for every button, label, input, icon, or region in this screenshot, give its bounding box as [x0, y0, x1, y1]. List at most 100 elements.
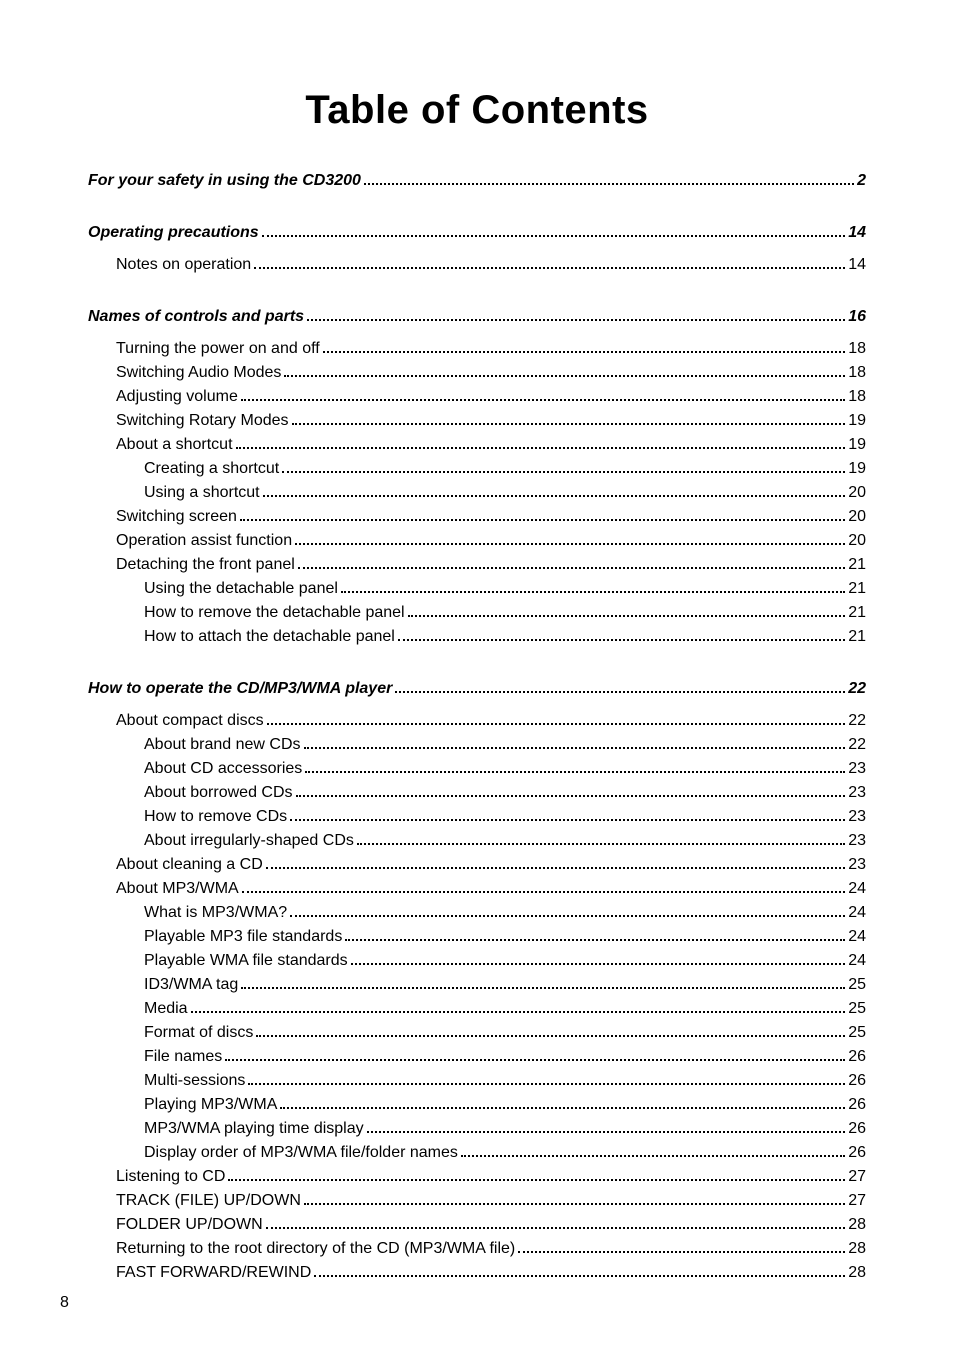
toc-entry[interactable]: File names 26: [144, 1045, 866, 1069]
toc-entry[interactable]: Operation assist function 20: [116, 529, 866, 553]
toc-entry-label: Turning the power on and off: [116, 337, 320, 361]
toc-section-label: How to operate the CD/MP3/WMA player: [88, 677, 392, 701]
toc-entry-label: MP3/WMA playing time display: [144, 1117, 364, 1141]
toc-entry[interactable]: Switching Rotary Modes 19: [116, 409, 866, 433]
toc-entry-page: 19: [848, 457, 866, 481]
toc-entry[interactable]: About CD accessories 23: [144, 757, 866, 781]
toc-entry[interactable]: What is MP3/WMA? 24: [144, 901, 866, 925]
toc-entry[interactable]: Display order of MP3/WMA file/folder nam…: [144, 1141, 866, 1165]
toc-entry-label: About CD accessories: [144, 757, 302, 781]
toc-entry[interactable]: About irregularly-shaped CDs 23: [144, 829, 866, 853]
toc-entry[interactable]: Creating a shortcut 19: [144, 457, 866, 481]
toc-entry[interactable]: Turning the power on and off 18: [116, 337, 866, 361]
toc-entry-page: 26: [848, 1045, 866, 1069]
toc-entry[interactable]: Multi-sessions 26: [144, 1069, 866, 1093]
toc-entry[interactable]: Notes on operation 14: [116, 253, 866, 277]
toc-entry-label: About cleaning a CD: [116, 853, 263, 877]
toc-entry[interactable]: Media 25: [144, 997, 866, 1021]
toc-leader: [280, 1097, 845, 1109]
toc-entry[interactable]: Playable MP3 file standards 24: [144, 925, 866, 949]
toc-entry[interactable]: Format of discs 25: [144, 1021, 866, 1045]
toc-leader: [518, 1241, 845, 1253]
toc-entry[interactable]: Switching screen 20: [116, 505, 866, 529]
toc-entry-page: 23: [848, 757, 866, 781]
toc-entry-page: 22: [848, 733, 866, 757]
toc-entry-page: 27: [848, 1189, 866, 1213]
toc-leader: [351, 953, 846, 965]
toc-entry-page: 14: [848, 253, 866, 277]
toc-leader: [367, 1121, 846, 1133]
toc-entry-page: 26: [848, 1141, 866, 1165]
toc-entry-page: 26: [848, 1117, 866, 1141]
toc-leader: [395, 681, 845, 693]
toc-entry-page: 18: [848, 361, 866, 385]
toc-entry[interactable]: About borrowed CDs 23: [144, 781, 866, 805]
toc-section-heading[interactable]: Operating precautions 14: [88, 221, 866, 245]
toc-entry-page: 25: [848, 1021, 866, 1045]
toc-entry-page: 21: [848, 577, 866, 601]
toc-entry[interactable]: Playable WMA file standards 24: [144, 949, 866, 973]
toc-entry[interactable]: How to remove the detachable panel 21: [144, 601, 866, 625]
toc-entry[interactable]: FAST FORWARD/REWIND 28: [116, 1261, 866, 1285]
toc-entry[interactable]: Playing MP3/WMA 26: [144, 1093, 866, 1117]
toc-entry[interactable]: About brand new CDs 22: [144, 733, 866, 757]
toc-leader: [304, 1193, 845, 1205]
toc-leader: [240, 509, 845, 521]
toc-entry-label: File names: [144, 1045, 222, 1069]
toc-entry-label: How to remove the detachable panel: [144, 601, 405, 625]
toc-leader: [323, 341, 846, 353]
toc-leader: [256, 1025, 845, 1037]
toc-entry[interactable]: Using the detachable panel 21: [144, 577, 866, 601]
toc-entry[interactable]: Adjusting volume 18: [116, 385, 866, 409]
toc-entry-page: 23: [848, 805, 866, 829]
toc-entry[interactable]: MP3/WMA playing time display 26: [144, 1117, 866, 1141]
toc-section-page: 16: [848, 305, 866, 329]
toc-entry[interactable]: How to attach the detachable panel 21: [144, 625, 866, 649]
toc-entry[interactable]: Switching Audio Modes 18: [116, 361, 866, 385]
page-number: 8: [60, 1294, 69, 1312]
toc-entry[interactable]: How to remove CDs 23: [144, 805, 866, 829]
toc-leader: [254, 257, 845, 269]
toc-entry[interactable]: Detaching the front panel 21: [116, 553, 866, 577]
toc-entry-label: Playable WMA file standards: [144, 949, 348, 973]
toc-entry-page: 20: [848, 529, 866, 553]
toc-leader: [290, 905, 845, 917]
toc-entry-label: Media: [144, 997, 188, 1021]
toc-section-heading[interactable]: How to operate the CD/MP3/WMA player 22: [88, 677, 866, 701]
toc-entry[interactable]: ID3/WMA tag 25: [144, 973, 866, 997]
toc-entry-label: ID3/WMA tag: [144, 973, 238, 997]
toc-entry-page: 26: [848, 1069, 866, 1093]
toc-leader: [357, 833, 845, 845]
toc-entry[interactable]: About a shortcut 19: [116, 433, 866, 457]
toc-entry-label: About compact discs: [116, 709, 264, 733]
toc-leader: [248, 1073, 845, 1085]
toc-entry[interactable]: About cleaning a CD 23: [116, 853, 866, 877]
toc-entry-label: Using the detachable panel: [144, 577, 338, 601]
toc-leader: [263, 485, 846, 497]
toc-leader: [225, 1049, 845, 1061]
toc-entry-label: Using a shortcut: [144, 481, 260, 505]
toc-entry[interactable]: About compact discs 22: [116, 709, 866, 733]
toc-leader: [295, 533, 845, 545]
toc-entry-label: Display order of MP3/WMA file/folder nam…: [144, 1141, 458, 1165]
toc-entry[interactable]: TRACK (FILE) UP/DOWN 27: [116, 1189, 866, 1213]
toc-section-heading[interactable]: Names of controls and parts 16: [88, 305, 866, 329]
toc-entry-page: 27: [848, 1165, 866, 1189]
toc-entry-label: What is MP3/WMA?: [144, 901, 287, 925]
page-title: Table of Contents: [88, 88, 866, 133]
toc-section-label: For your safety in using the CD3200: [88, 169, 361, 193]
toc-leader: [290, 809, 845, 821]
toc-section-heading[interactable]: For your safety in using the CD3200 2: [88, 169, 866, 193]
toc-entry[interactable]: Listening to CD 27: [116, 1165, 866, 1189]
toc-entry-label: Adjusting volume: [116, 385, 238, 409]
toc-entry[interactable]: About MP3/WMA 24: [116, 877, 866, 901]
toc-entry[interactable]: Using a shortcut 20: [144, 481, 866, 505]
toc-entry-page: 28: [848, 1237, 866, 1261]
toc-entry[interactable]: Returning to the root directory of the C…: [116, 1237, 866, 1261]
toc-entry[interactable]: FOLDER UP/DOWN 28: [116, 1213, 866, 1237]
toc-leader: [292, 413, 846, 425]
toc-entry-label: About brand new CDs: [144, 733, 301, 757]
toc-leader: [242, 881, 846, 893]
toc-entry-label: How to remove CDs: [144, 805, 287, 829]
toc-entry-label: FOLDER UP/DOWN: [116, 1213, 263, 1237]
